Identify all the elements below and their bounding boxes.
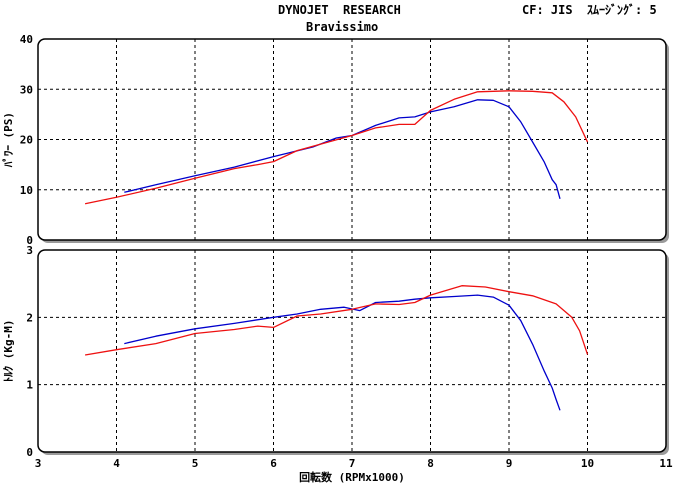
x-tick-label: 5: [192, 457, 199, 470]
y-tick-label: 10: [20, 184, 33, 197]
correction-info: CF: JIS ｽﾑｰｼﾞﾝｸﾞ: 5: [522, 3, 657, 17]
x-tick-label: 7: [349, 457, 356, 470]
y-tick-label: 0: [26, 234, 33, 247]
power-panel: 0 10 20 30 40 ﾊﾟﾜｰ (PS): [1, 33, 669, 247]
series-line: [84, 285, 589, 356]
chart-title: DYNOJET RESEARCH: [278, 3, 401, 17]
x-tick-label: 11: [659, 457, 673, 470]
torque-panel: 0 1 2 3 ﾄﾙｸ (Kg-M): [2, 244, 669, 459]
x-tick-label: 10: [581, 457, 594, 470]
x-tick-label: 8: [427, 457, 434, 470]
x-tick-label: 3: [35, 457, 42, 470]
y-tick-label: 2: [26, 311, 33, 324]
x-tick-label: 9: [506, 457, 513, 470]
y-tick-label: 20: [20, 134, 33, 147]
x-tick-label: 4: [113, 457, 120, 470]
y-tick-label: 1: [26, 379, 33, 392]
x-axis: 3 4 5 6 7 8 9 10 11 回転数 (RPMx1000): [35, 457, 673, 483]
series-line: [84, 90, 589, 205]
y-tick-label: 0: [26, 446, 33, 459]
y-tick-label: 3: [26, 244, 33, 257]
series-line: [124, 294, 561, 411]
chart-subtitle: Bravissimo: [306, 20, 379, 34]
y-tick-label: 40: [20, 33, 33, 46]
y-axis-label: ﾄﾙｸ (Kg-M): [2, 320, 15, 383]
series-line: [124, 99, 561, 199]
x-tick-label: 6: [270, 457, 277, 470]
x-axis-label: 回転数 (RPMx1000): [299, 470, 405, 483]
y-tick-label: 30: [20, 83, 33, 96]
y-axis-label: ﾊﾟﾜｰ (PS): [1, 112, 15, 168]
